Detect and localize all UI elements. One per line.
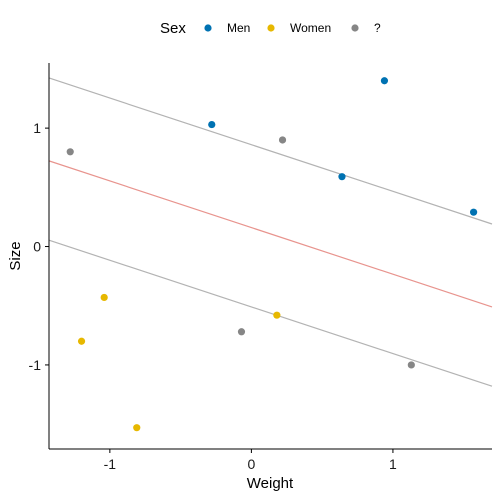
data-points bbox=[66, 77, 478, 432]
upper-line bbox=[48, 77, 493, 225]
data-point bbox=[273, 311, 281, 319]
x-tick-label: 0 bbox=[247, 456, 255, 472]
axes: -1 0 1 -1 0 1 bbox=[29, 63, 492, 472]
data-point bbox=[133, 424, 141, 432]
legend-label: ? bbox=[374, 21, 381, 35]
data-point bbox=[100, 293, 108, 302]
x-axis-title: Weight bbox=[247, 475, 294, 492]
data-point bbox=[237, 328, 246, 336]
legend-title: Sex bbox=[160, 20, 186, 37]
y-tick-label: 0 bbox=[33, 239, 41, 255]
y-tick-label: -1 bbox=[29, 357, 42, 373]
data-point bbox=[338, 173, 346, 181]
regression-lines bbox=[48, 77, 493, 387]
data-point bbox=[470, 208, 478, 216]
data-point bbox=[407, 361, 415, 369]
legend: Sex Men Women? bbox=[160, 20, 381, 37]
legend-key bbox=[267, 24, 275, 32]
legend-key bbox=[351, 24, 359, 32]
fit-line bbox=[48, 160, 493, 308]
data-point bbox=[208, 120, 216, 129]
y-axis-title: Size bbox=[7, 241, 24, 270]
lower-line bbox=[48, 239, 493, 387]
x-tick-label: -1 bbox=[104, 456, 117, 472]
legend-key bbox=[204, 24, 212, 32]
data-point bbox=[380, 77, 389, 85]
legend-label: Women bbox=[290, 21, 331, 35]
data-point bbox=[278, 136, 287, 144]
data-point bbox=[66, 148, 74, 156]
y-tick-label: 1 bbox=[33, 120, 41, 136]
data-point bbox=[77, 337, 86, 345]
legend-label: Men bbox=[227, 21, 250, 35]
x-tick-label: 1 bbox=[389, 456, 397, 472]
